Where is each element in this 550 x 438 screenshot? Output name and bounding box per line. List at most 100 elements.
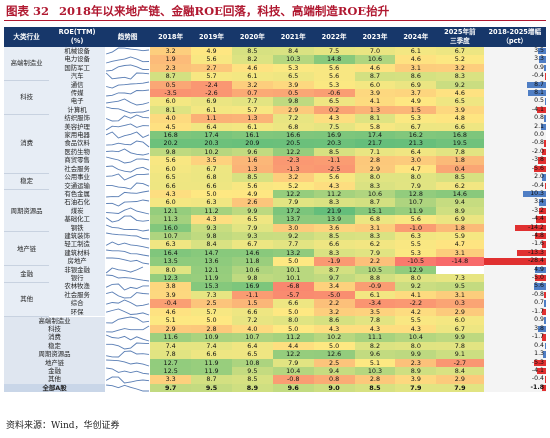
roe-value-cell: 16.8 — [150, 131, 192, 140]
table-row: 家用电器 16.8 17.4 16.1 16.6 16.9 17.4 16.2 16.8 0.0 — [4, 131, 546, 140]
roe-value-cell: 9.7 — [313, 273, 355, 283]
roe-value-cell: 6.4 — [395, 147, 437, 157]
trend-cell — [105, 206, 151, 216]
roe-value-cell: 5.6 — [313, 72, 355, 81]
table-row: 基础化工 11.3 4.3 6.5 13.7 13.9 6.8 5.6 6.9 -4.4 — [4, 215, 546, 224]
roe-change-value: -3.8 — [531, 156, 544, 164]
industry-label: 周期资源品 — [4, 350, 106, 359]
roe-value-cell: 12.5 — [150, 366, 192, 376]
roe-value-cell: 5.6 — [313, 173, 355, 182]
roe-value-cell: 2.5 — [191, 299, 232, 308]
roe-value-cell: 6.9 — [395, 80, 437, 90]
roe-value-cell: 6.4 — [191, 122, 232, 132]
roe-value-cell: 7.7 — [231, 97, 273, 106]
trend-sparkline — [106, 367, 150, 375]
table-row: 传媒 -3.5 -2.6 0.7 0.5 -0.6 3.9 3.7 4.6 8.1 — [4, 89, 546, 98]
roe-value-cell: 4.6 — [231, 63, 273, 73]
trend-cell — [105, 47, 151, 56]
roe-value-cell: -0.9 — [354, 282, 396, 291]
roe-change-value: -0.4 — [531, 72, 544, 80]
roe-value-cell: 0.8 — [313, 375, 355, 384]
roe-change-bar — [538, 48, 546, 55]
roe-value-cell: 10.2 — [191, 147, 232, 157]
trend-cell — [105, 189, 151, 199]
roe-value-cell: 6.1 — [354, 290, 396, 300]
roe-value-cell: -2.3 — [272, 156, 314, 165]
roe-value-cell: 8.5 — [231, 173, 273, 182]
trend-sparkline — [106, 56, 150, 64]
roe-change-value: -1.7 — [531, 333, 544, 341]
roe-value-cell: 0.5 — [272, 89, 314, 98]
trend-cell — [105, 383, 151, 393]
roe-value-cell: 7.9 — [272, 358, 314, 367]
roe-value-cell: 8.9 — [231, 383, 273, 393]
trend-cell — [105, 273, 151, 283]
roe-value-cell: 10.7 — [395, 198, 437, 207]
trend-sparkline — [105, 283, 150, 291]
roe-value-cell: 10.3 — [354, 366, 396, 376]
industry-label: 通信 — [49, 80, 106, 90]
roe-value-cell: 10.1 — [272, 265, 314, 274]
trend-sparkline — [106, 140, 150, 148]
roe-value-cell: 6.6 — [436, 122, 484, 132]
trend-sparkline — [106, 274, 150, 282]
industry-label: 银行 — [49, 273, 106, 283]
roe-value-cell: 5.2 — [436, 55, 484, 64]
roe-value-cell: 8.2 — [354, 341, 396, 351]
roe-change-bar — [536, 367, 546, 375]
trend-cell — [105, 80, 151, 90]
roe-value-cell: 8.0 — [354, 173, 396, 182]
roe-value-cell: 2.9 — [436, 307, 484, 316]
trend-cell — [105, 375, 151, 384]
roe-change-value: -1.6 — [531, 240, 544, 248]
roe-value-cell: 8.3 — [313, 248, 355, 258]
industry-label: 电力设备 — [49, 55, 106, 64]
table-row: 轻工制造 6.3 8.4 6.7 7.7 6.6 6.2 5.5 4.7 -1.6 — [4, 240, 546, 249]
roe-value-cell: 6.1 — [231, 122, 273, 132]
roe-change-cell: -1.6 — [483, 240, 546, 249]
roe-change-cell: 0.9 — [483, 63, 546, 73]
roe-value-cell: 3.1 — [436, 248, 484, 258]
roe-value-cell: 16.6 — [272, 131, 314, 140]
roe-value-cell: 13.2 — [272, 248, 314, 258]
trend-cell — [105, 350, 151, 359]
trend-sparkline — [105, 215, 150, 223]
roe-value-cell: 12.2 — [272, 350, 314, 359]
roe-value-cell: 19.5 — [436, 139, 484, 148]
roe-change-cell: -0.8 — [483, 139, 546, 148]
industry-label: 计算机 — [49, 105, 106, 115]
trend-cell — [105, 114, 151, 123]
roe-value-cell: 0.5 — [150, 80, 192, 90]
roe-value-cell: 4.0 — [150, 114, 192, 123]
roe-value-cell: 8.0 — [272, 316, 314, 325]
roe-change-cell: 3.5 — [483, 47, 546, 56]
roe-value-cell: 6.8 — [191, 173, 232, 182]
roe-value-cell: 9.8 — [191, 231, 232, 241]
roe-value-cell: 6.5 — [231, 215, 273, 224]
trend-cell — [105, 72, 151, 81]
roe-change-cell: -3.2 — [483, 206, 546, 216]
roe-value-cell: 6.5 — [313, 97, 355, 106]
roe-value-cell: 8.0 — [395, 273, 437, 283]
roe-value-cell: 7.9 — [272, 198, 314, 207]
roe-value-cell: 13.5 — [150, 257, 192, 266]
roe-value-cell: 2.2 — [313, 299, 355, 308]
roe-value-cell: 15.1 — [354, 206, 396, 216]
roe-value-cell: 7.3 — [191, 290, 232, 300]
industry-label: 石油石化 — [49, 198, 106, 207]
trend-sparkline — [106, 350, 150, 358]
trend-sparkline — [106, 182, 150, 190]
table-row: 商贸零售 5.6 3.5 1.6 -2.3 -1.1 2.8 3.0 1.8 -3.8 — [4, 156, 546, 165]
industry-label: 汽车 — [49, 72, 106, 81]
roe-value-cell: 3.0 — [395, 156, 437, 165]
roe-value-cell: 8.0 — [395, 173, 437, 182]
roe-value-cell: -6.8 — [272, 282, 314, 291]
roe-change-value: -0.8 — [531, 290, 544, 298]
header-cell: 2020年 — [231, 27, 273, 47]
trend-sparkline — [106, 308, 150, 316]
table-row: 稳定 公用事业 6.5 6.8 8.5 3.2 5.6 8.0 8.0 8.5 2.0 — [4, 173, 546, 191]
roe-value-cell: 2.9 — [354, 164, 396, 174]
roe-value-cell: 3.9 — [272, 80, 314, 90]
roe-value-cell: 9.5 — [191, 383, 232, 393]
roe-value-cell: 6.9 — [191, 97, 232, 106]
